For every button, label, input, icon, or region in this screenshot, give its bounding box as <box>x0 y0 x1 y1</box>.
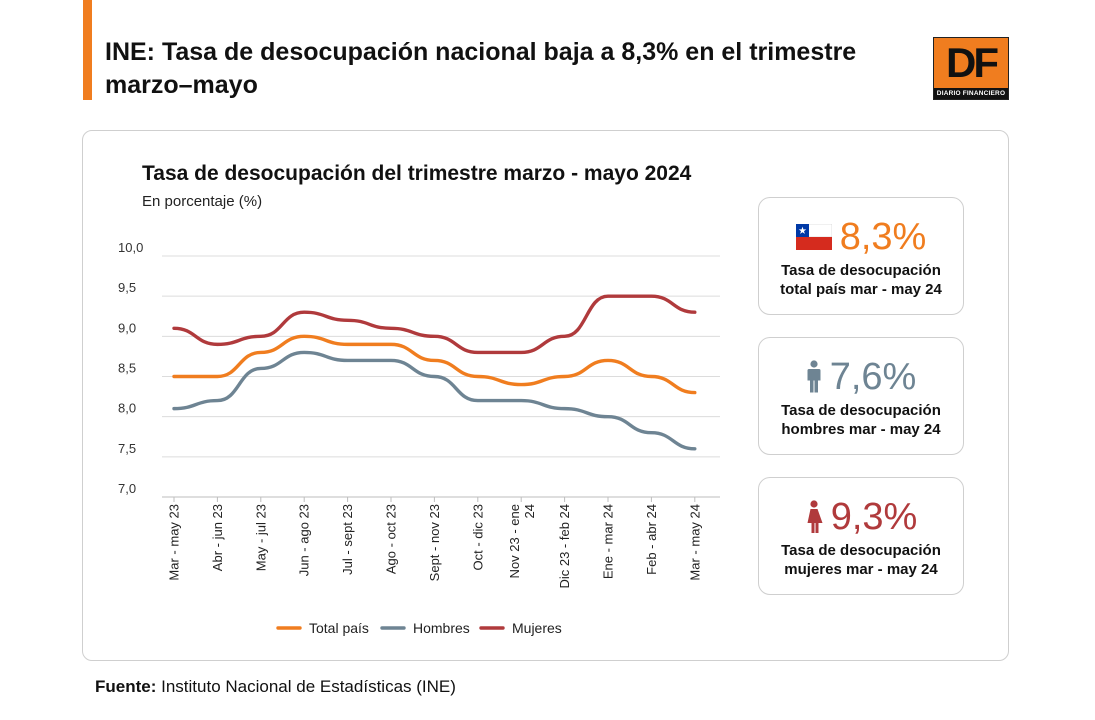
headline: INE: Tasa de desocupación nacional baja … <box>105 36 865 102</box>
x-tick-label: Feb - abr 24 <box>644 504 659 575</box>
stat-card-mujeres: 9,3% Tasa de desocupación mujeres mar - … <box>758 477 964 595</box>
stat-hombres-desc-line-2: hombres mar - may 24 <box>781 421 941 438</box>
source-note: Fuente: Instituto Nacional de Estadístic… <box>95 677 456 697</box>
x-tick-label: Mar - may 23 <box>167 504 182 581</box>
y-tick-label: 10,0 <box>118 240 143 255</box>
series-line-hombres <box>172 350 697 451</box>
x-tick-label: Abr - jun 23 <box>210 504 225 571</box>
x-tick-label: Oct - dic 23 <box>470 504 485 570</box>
chart-title: Tasa de desocupación del trimestre marzo… <box>142 162 692 185</box>
x-tick-label: Jun - ago 23 <box>297 504 312 576</box>
stat-hombres-description: Tasa de desocupación hombres mar - may 2… <box>765 401 957 439</box>
stat-hombres-value: 7,6% <box>829 356 917 398</box>
series-line-mujeres <box>172 294 697 355</box>
stat-mujeres-description: Tasa de desocupación mujeres mar - may 2… <box>765 541 957 579</box>
stat-total-desc-line-1: Tasa de desocupación <box>781 262 941 279</box>
y-tick-label: 9,5 <box>118 280 136 295</box>
stat-total-desc-line-2: total país mar - may 24 <box>780 281 942 298</box>
stat-total-value: 8,3% <box>839 216 927 258</box>
accent-bar <box>83 0 92 100</box>
stat-card-total: 8,3% Tasa de desocupación total país mar… <box>758 197 964 315</box>
logo-name: DIARIO FINANCIERO <box>934 88 1008 99</box>
chart-subtitle: En porcentaje (%) <box>142 193 263 210</box>
stat-total-description: Tasa de desocupación total país mar - ma… <box>765 261 957 299</box>
x-tick-label: Ago - oct 23 <box>384 504 399 574</box>
logo-letters: DF <box>946 39 999 86</box>
x-tick-label: Sept - nov 23 <box>427 504 442 581</box>
x-tick-label: Mar - may 24 <box>687 504 702 581</box>
stat-mujeres-desc-line-2: mujeres mar - may 24 <box>784 561 938 578</box>
y-tick-label: 7,0 <box>118 481 136 496</box>
stat-hombres-desc-line-1: Tasa de desocupación <box>781 402 941 419</box>
woman-icon <box>807 500 823 533</box>
y-tick-label: 8,0 <box>118 401 136 416</box>
x-tick-label: Ene - mar 24 <box>601 504 616 579</box>
series-line-total-pa-s <box>172 334 697 395</box>
x-tick-label: Nov 23 - ene24 <box>507 504 537 578</box>
y-tick-label: 9,0 <box>118 320 136 335</box>
y-tick-label: 7,5 <box>118 441 136 456</box>
stat-mujeres-value: 9,3% <box>830 496 918 538</box>
headline-line-2: marzo–mayo <box>105 71 258 99</box>
df-logo: DF DIARIO FINANCIERO <box>933 37 1009 100</box>
headline-line-1: INE: Tasa de desocupación nacional baja … <box>105 38 857 66</box>
legend-label-total-pa-s: Total país <box>309 620 369 636</box>
x-tick-label: Jul - sept 23 <box>340 504 355 575</box>
legend-label-hombres: Hombres <box>413 620 470 636</box>
source-text: Instituto Nacional de Estadísticas (INE) <box>156 677 456 696</box>
chile-flag-icon <box>795 224 832 250</box>
y-tick-label: 8,5 <box>118 361 136 376</box>
man-icon <box>807 360 821 393</box>
stat-mujeres-desc-line-1: Tasa de desocupación <box>781 542 941 559</box>
source-label: Fuente: <box>95 677 157 696</box>
x-tick-label: May - jul 23 <box>253 504 268 571</box>
x-tick-label: Dic 23 - feb 24 <box>557 504 572 589</box>
legend-label-mujeres: Mujeres <box>512 620 562 636</box>
stat-card-hombres: 7,6% Tasa de desocupación hombres mar - … <box>758 337 964 455</box>
